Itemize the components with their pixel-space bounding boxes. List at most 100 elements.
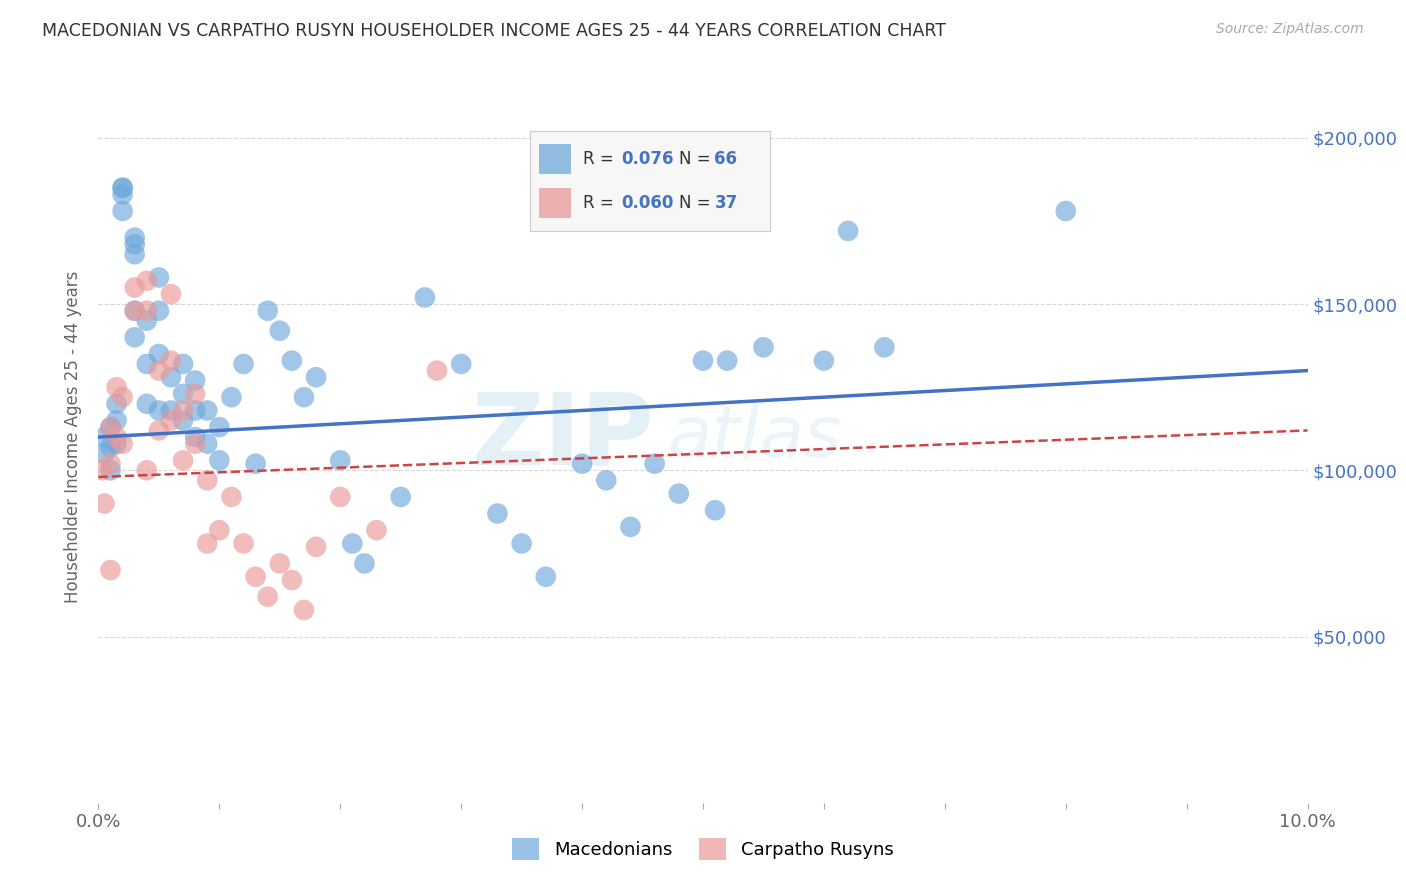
FancyBboxPatch shape bbox=[540, 188, 571, 218]
Point bbox=[486, 507, 509, 521]
Point bbox=[245, 570, 267, 584]
Point bbox=[100, 420, 122, 434]
Point bbox=[281, 353, 304, 368]
Point bbox=[1054, 204, 1077, 219]
Point bbox=[426, 363, 449, 377]
Point bbox=[305, 370, 328, 384]
Text: 66: 66 bbox=[714, 150, 738, 168]
Point bbox=[105, 397, 128, 411]
Point bbox=[172, 403, 194, 417]
Point bbox=[148, 363, 170, 377]
Point bbox=[100, 563, 122, 577]
Point bbox=[100, 440, 122, 454]
Point bbox=[245, 457, 267, 471]
Point bbox=[195, 436, 218, 450]
Point bbox=[342, 536, 364, 550]
Point bbox=[148, 424, 170, 438]
Point bbox=[172, 387, 194, 401]
Text: R =: R = bbox=[582, 150, 619, 168]
Point bbox=[269, 324, 291, 338]
Point bbox=[172, 453, 194, 467]
Point bbox=[413, 290, 436, 304]
Point bbox=[160, 370, 183, 384]
Point bbox=[329, 490, 352, 504]
Point bbox=[100, 420, 122, 434]
Point bbox=[160, 353, 183, 368]
Point bbox=[752, 340, 775, 354]
Point bbox=[135, 397, 157, 411]
Point bbox=[111, 180, 134, 194]
Point bbox=[269, 557, 291, 571]
Point bbox=[534, 570, 557, 584]
Point bbox=[148, 403, 170, 417]
Point bbox=[111, 204, 134, 219]
Text: N =: N = bbox=[679, 150, 716, 168]
Point bbox=[172, 357, 194, 371]
Point bbox=[619, 520, 641, 534]
Point bbox=[91, 463, 114, 477]
Point bbox=[184, 387, 207, 401]
Point bbox=[668, 486, 690, 500]
Point bbox=[124, 247, 146, 261]
Point bbox=[329, 453, 352, 467]
Point bbox=[353, 557, 375, 571]
Point bbox=[195, 403, 218, 417]
Point bbox=[184, 436, 207, 450]
Point bbox=[148, 303, 170, 318]
Point bbox=[160, 403, 183, 417]
Y-axis label: Householder Income Ages 25 - 44 years: Householder Income Ages 25 - 44 years bbox=[65, 271, 83, 603]
Point bbox=[510, 536, 533, 550]
Point bbox=[111, 180, 134, 194]
Point bbox=[160, 413, 183, 427]
Point bbox=[232, 357, 254, 371]
Point bbox=[93, 447, 115, 461]
Point bbox=[172, 413, 194, 427]
Point bbox=[135, 274, 157, 288]
Point bbox=[105, 430, 128, 444]
Point bbox=[232, 536, 254, 550]
Point bbox=[595, 473, 617, 487]
Point bbox=[450, 357, 472, 371]
Point bbox=[124, 303, 146, 318]
Point bbox=[873, 340, 896, 354]
Point bbox=[716, 353, 738, 368]
Point bbox=[256, 303, 278, 318]
Text: 0.060: 0.060 bbox=[621, 194, 673, 211]
Point bbox=[124, 230, 146, 244]
Point bbox=[195, 536, 218, 550]
Point bbox=[100, 463, 122, 477]
Point bbox=[124, 237, 146, 252]
Point bbox=[292, 603, 315, 617]
Point bbox=[184, 430, 207, 444]
Legend: Macedonians, Carpatho Rusyns: Macedonians, Carpatho Rusyns bbox=[505, 830, 901, 867]
Point bbox=[366, 523, 388, 537]
Point bbox=[292, 390, 315, 404]
Point bbox=[208, 420, 231, 434]
Point bbox=[105, 380, 128, 394]
Point bbox=[644, 457, 666, 471]
Point bbox=[135, 357, 157, 371]
Point bbox=[93, 497, 115, 511]
Point bbox=[221, 390, 243, 404]
Text: 37: 37 bbox=[714, 194, 738, 211]
Point bbox=[124, 330, 146, 344]
Point bbox=[148, 347, 170, 361]
Point bbox=[135, 314, 157, 328]
Text: N =: N = bbox=[679, 194, 716, 211]
Point bbox=[208, 453, 231, 467]
Point bbox=[184, 403, 207, 417]
Point bbox=[208, 523, 231, 537]
Point bbox=[281, 573, 304, 587]
Point bbox=[221, 490, 243, 504]
Text: ZIP: ZIP bbox=[472, 389, 655, 485]
Point bbox=[111, 187, 134, 202]
Point bbox=[124, 303, 146, 318]
Point bbox=[305, 540, 328, 554]
Point bbox=[105, 413, 128, 427]
Point bbox=[692, 353, 714, 368]
Point bbox=[571, 457, 593, 471]
Text: 0.076: 0.076 bbox=[621, 150, 673, 168]
Text: MACEDONIAN VS CARPATHO RUSYN HOUSEHOLDER INCOME AGES 25 - 44 YEARS CORRELATION C: MACEDONIAN VS CARPATHO RUSYN HOUSEHOLDER… bbox=[42, 22, 946, 40]
Point bbox=[111, 436, 134, 450]
Point bbox=[837, 224, 859, 238]
